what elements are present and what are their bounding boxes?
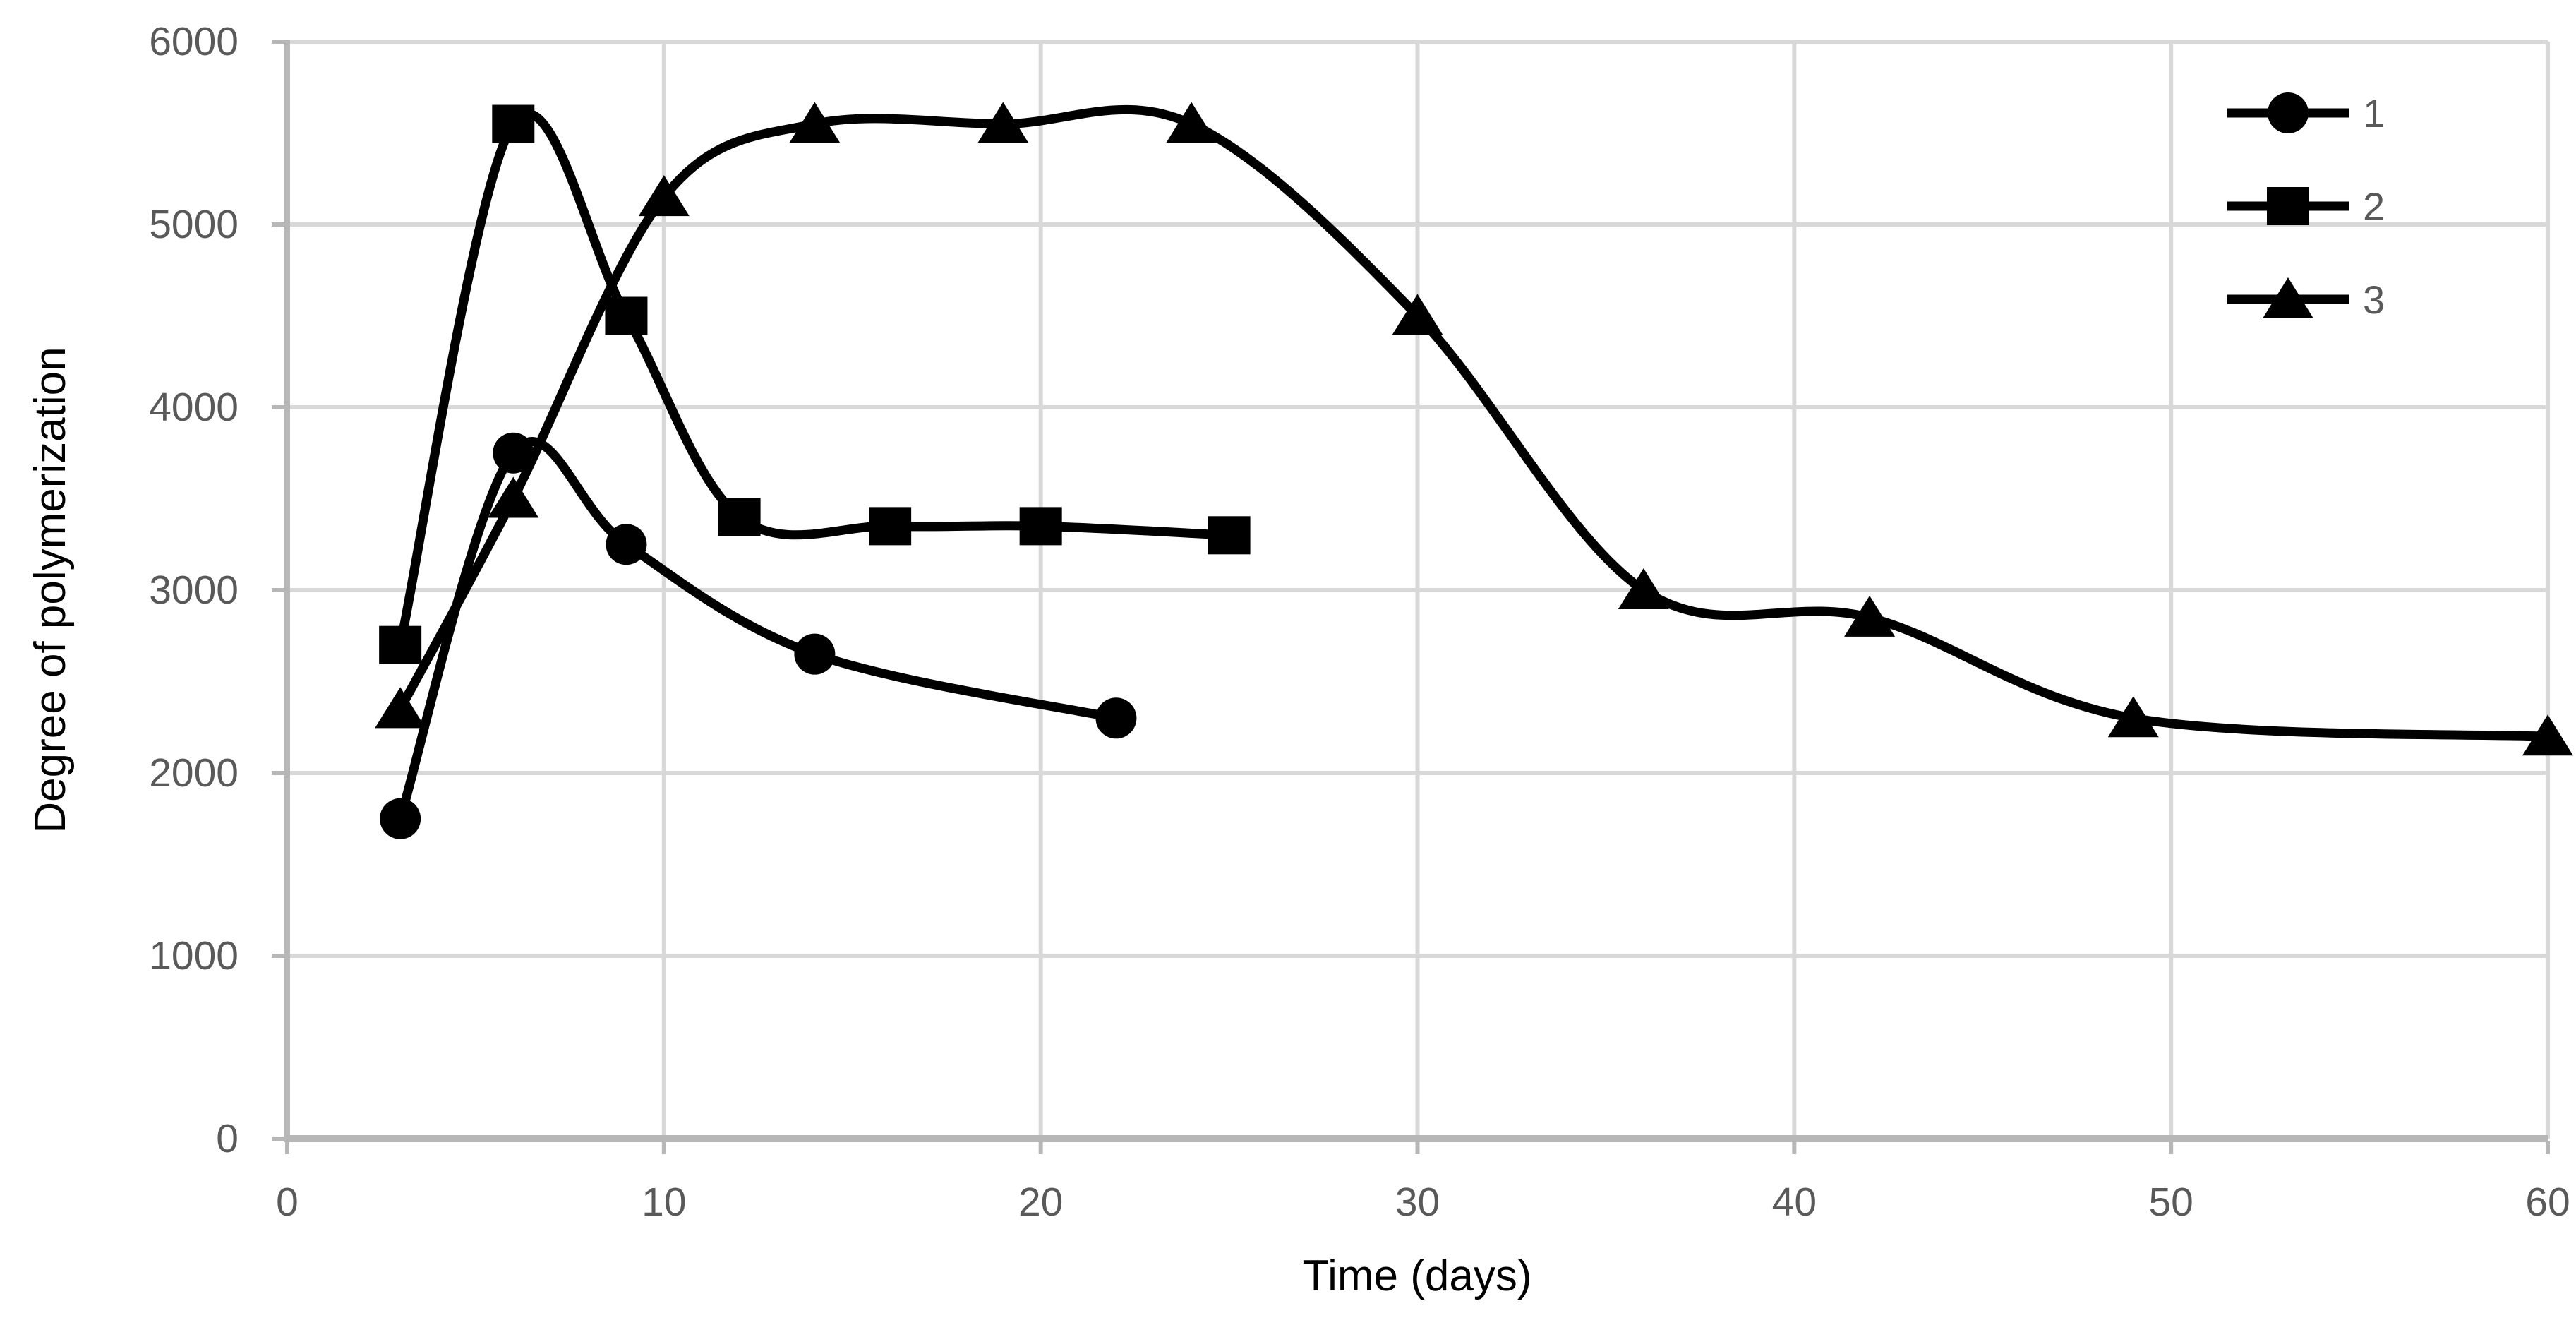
triangle-marker bbox=[2107, 696, 2159, 738]
triangle-marker bbox=[2522, 714, 2573, 756]
legend-square-marker-icon bbox=[2227, 187, 2349, 225]
triangle-marker bbox=[1166, 102, 1217, 143]
square-marker bbox=[492, 104, 535, 143]
x-tick-label: 10 bbox=[642, 1180, 686, 1225]
x-axis-title: Time (days) bbox=[1302, 1252, 1532, 1300]
triangle-marker bbox=[977, 102, 1029, 143]
square-marker bbox=[605, 296, 648, 335]
triangle-marker bbox=[375, 687, 426, 729]
triangle-marker bbox=[1392, 294, 1443, 335]
legend-item-series-1: 1 bbox=[2227, 66, 2385, 160]
x-tick-label: 30 bbox=[1395, 1180, 1440, 1225]
triangle-marker bbox=[1844, 595, 1896, 637]
legend-label: 1 bbox=[2363, 90, 2385, 136]
y-tick-label: 5000 bbox=[149, 202, 239, 247]
triangle-marker bbox=[488, 476, 539, 518]
triangle-marker bbox=[638, 175, 690, 217]
x-tick-label: 60 bbox=[2525, 1180, 2570, 1225]
square-marker bbox=[379, 625, 422, 664]
x-tick-label: 20 bbox=[1018, 1180, 1063, 1225]
y-tick-label: 1000 bbox=[149, 933, 239, 978]
x-tick-label: 0 bbox=[276, 1180, 299, 1225]
legend-circle-marker-icon bbox=[2227, 92, 2349, 133]
x-tick-label: 50 bbox=[2148, 1180, 2193, 1225]
legend-item-series-3: 3 bbox=[2227, 253, 2385, 346]
y-tick-label: 2000 bbox=[149, 750, 239, 796]
legend-label: 2 bbox=[2363, 184, 2385, 229]
legend: 1 2 3 bbox=[2227, 66, 2385, 346]
square-marker bbox=[1208, 516, 1251, 555]
square-marker bbox=[1019, 507, 1062, 546]
y-tick-label: 4000 bbox=[149, 385, 239, 430]
triangle-marker bbox=[1618, 568, 1669, 609]
y-tick-label: 0 bbox=[216, 1116, 239, 1161]
x-tick-label: 40 bbox=[1772, 1180, 1817, 1225]
circle-marker bbox=[606, 524, 647, 565]
square-marker bbox=[718, 498, 761, 536]
series-3 bbox=[375, 102, 2573, 756]
legend-triangle-marker-icon bbox=[2227, 277, 2349, 318]
circle-marker bbox=[493, 432, 534, 474]
triangle-marker bbox=[2263, 277, 2313, 318]
circle-marker bbox=[380, 798, 421, 839]
triangle-marker bbox=[789, 102, 841, 143]
series-2 bbox=[379, 104, 1251, 664]
circle-marker bbox=[2268, 92, 2309, 133]
circle-marker bbox=[794, 633, 836, 675]
y-tick-label: 6000 bbox=[149, 19, 239, 64]
y-tick-label: 3000 bbox=[149, 568, 239, 613]
series-line-3 bbox=[395, 104, 2553, 741]
series-line-2 bbox=[395, 109, 1234, 650]
square-marker bbox=[2267, 187, 2309, 225]
series-1 bbox=[380, 432, 1137, 839]
circle-marker bbox=[1095, 697, 1137, 739]
y-axis-title: Degree of polymerization bbox=[26, 347, 75, 834]
square-marker bbox=[869, 507, 912, 546]
legend-item-series-2: 2 bbox=[2227, 160, 2385, 253]
legend-label: 3 bbox=[2363, 277, 2385, 322]
